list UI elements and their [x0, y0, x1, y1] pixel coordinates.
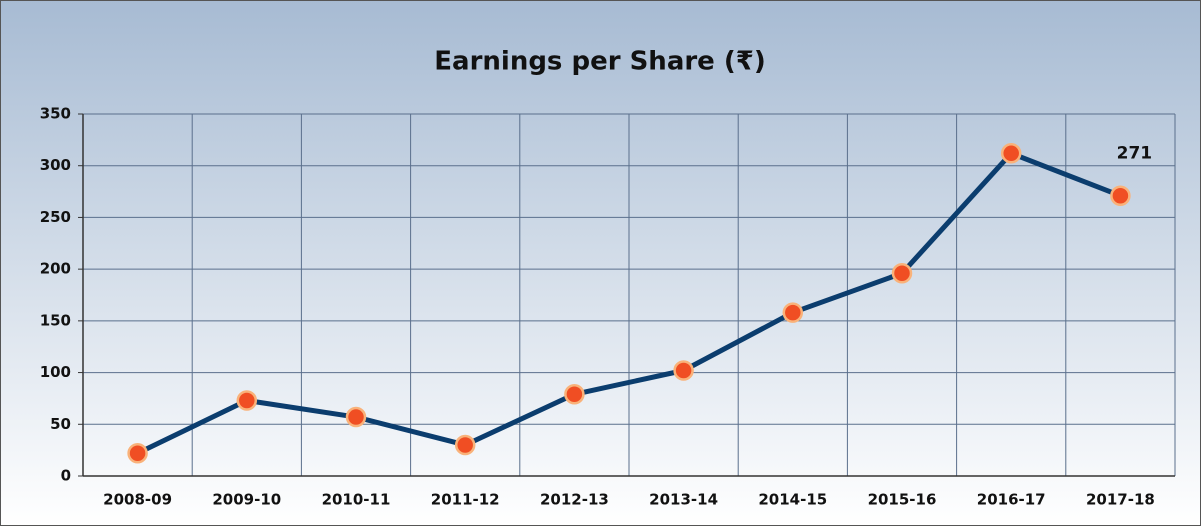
y-tick-label: 200: [40, 260, 71, 278]
y-tick-label: 50: [50, 415, 71, 433]
chart-title: Earnings per Share (₹): [434, 47, 765, 77]
x-tick-label: 2008-09: [103, 491, 172, 509]
x-tick-label: 2017-18: [1086, 491, 1155, 509]
x-tick-label: 2010-11: [322, 491, 391, 509]
x-tick-label: 2011-12: [431, 491, 500, 509]
data-label: 271: [1117, 144, 1153, 164]
x-tick-label: 2015-16: [868, 491, 937, 509]
x-tick-label: 2016-17: [977, 491, 1046, 509]
x-tick-label: 2014-15: [758, 491, 827, 509]
x-tick-label: 2009-10: [212, 491, 281, 509]
y-tick-label: 250: [40, 208, 71, 226]
x-tick-label: 2012-13: [540, 491, 609, 509]
marker: [564, 384, 585, 405]
y-tick-label: 0: [61, 467, 71, 485]
y-tick-label: 100: [40, 363, 71, 381]
marker: [236, 390, 258, 411]
marker: [454, 434, 476, 456]
y-tick-label: 350: [40, 105, 71, 123]
x-tick-label: 2013-14: [649, 491, 718, 509]
marker: [345, 406, 367, 428]
marker: [1000, 143, 1022, 164]
marker: [782, 302, 804, 323]
series-line: [136, 150, 1122, 456]
y-tick-label: 300: [40, 156, 71, 174]
marker: [1110, 185, 1131, 206]
y-tick-label: 150: [40, 311, 71, 329]
marker: [673, 360, 694, 381]
marker: [891, 263, 913, 284]
marker: [127, 442, 148, 464]
